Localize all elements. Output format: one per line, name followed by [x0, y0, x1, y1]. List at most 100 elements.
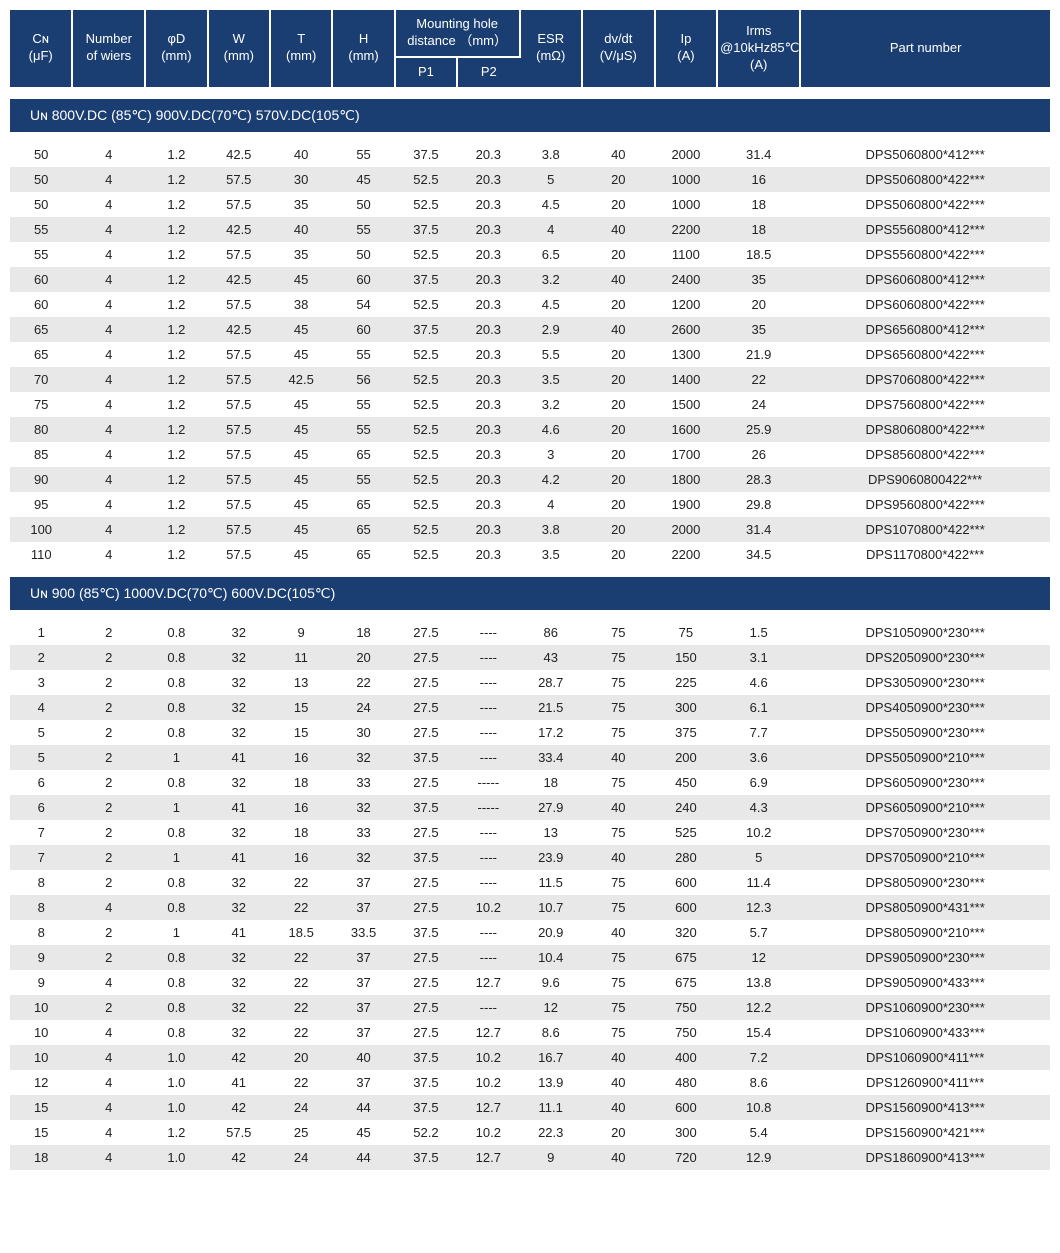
- table-cell: 38: [270, 292, 332, 317]
- table-cell: ----: [457, 920, 519, 945]
- table-cell: 12: [717, 945, 800, 970]
- table-cell: 1.2: [145, 392, 207, 417]
- table-row: 5041.257.5304552.520.3520100016DPS506080…: [10, 167, 1050, 192]
- table-cell: 450: [655, 770, 717, 795]
- table-cell: 18: [520, 770, 582, 795]
- table-cell: 4: [72, 192, 145, 217]
- table-cell: 20.3: [457, 292, 519, 317]
- table-cell: -----: [457, 795, 519, 820]
- table-cell: 1.0: [145, 1145, 207, 1170]
- table-cell: DPS8560800*422***: [800, 442, 1050, 467]
- table-cell: 20.3: [457, 367, 519, 392]
- table-cell: DPS5060800*422***: [800, 167, 1050, 192]
- table-cell: 37.5: [395, 142, 457, 167]
- table-cell: 42.5: [208, 217, 270, 242]
- table-cell: 10.2: [717, 820, 800, 845]
- table-cell: 1.0: [145, 1070, 207, 1095]
- table-cell: 37: [332, 995, 394, 1020]
- table-cell: 1.2: [145, 417, 207, 442]
- table-cell: 22: [270, 970, 332, 995]
- table-cell: 3.8: [520, 142, 582, 167]
- table-cell: 56: [332, 367, 394, 392]
- table-cell: 20.3: [457, 267, 519, 292]
- table-cell: 3: [10, 670, 72, 695]
- table-cell: 52.2: [395, 1120, 457, 1145]
- table-cell: 35: [717, 317, 800, 342]
- table-cell: 27.5: [395, 870, 457, 895]
- table-cell: 2.9: [520, 317, 582, 342]
- table-cell: 37.5: [395, 795, 457, 820]
- table-cell: 1: [145, 920, 207, 945]
- table-row: 940.832223727.512.79.67567513.8DPS905090…: [10, 970, 1050, 995]
- table-cell: 24: [332, 695, 394, 720]
- table-cell: 150: [655, 645, 717, 670]
- table-cell: 20.3: [457, 542, 519, 567]
- table-cell: 1.2: [145, 467, 207, 492]
- table-cell: 75: [582, 870, 655, 895]
- table-cell: 45: [332, 1120, 394, 1145]
- table-row: 1541.257.5254552.210.222.3203005.4DPS156…: [10, 1120, 1050, 1145]
- table-cell: 43: [520, 645, 582, 670]
- table-cell: 12.9: [717, 1145, 800, 1170]
- table-cell: 90: [10, 467, 72, 492]
- table-cell: 1.2: [145, 442, 207, 467]
- table-cell: 600: [655, 895, 717, 920]
- spec-table: Cɴ(μF) Numberof wiers φD(mm) W(mm) T(mm)…: [10, 10, 1050, 1170]
- table-cell: 85: [10, 442, 72, 467]
- table-cell: 40: [582, 920, 655, 945]
- table-row: 1041.042204037.510.216.7404007.2DPS10609…: [10, 1045, 1050, 1070]
- table-cell: 32: [208, 820, 270, 845]
- table-cell: DPS6060800*412***: [800, 267, 1050, 292]
- table-cell: 10.8: [717, 1095, 800, 1120]
- table-cell: DPS9050900*230***: [800, 945, 1050, 970]
- table-cell: DPS2050900*230***: [800, 645, 1050, 670]
- table-cell: 45: [270, 392, 332, 417]
- table-cell: 20: [582, 442, 655, 467]
- col-mount-group: Mounting hole distance （mm）: [395, 10, 520, 57]
- table-cell: 65: [332, 442, 394, 467]
- table-cell: 22: [270, 1020, 332, 1045]
- table-cell: 57.5: [208, 442, 270, 467]
- table-cell: 31.4: [717, 142, 800, 167]
- table-cell: 40: [582, 845, 655, 870]
- table-cell: 52.5: [395, 417, 457, 442]
- table-cell: 0.8: [145, 645, 207, 670]
- table-cell: 57.5: [208, 542, 270, 567]
- table-cell: 18: [270, 770, 332, 795]
- table-cell: 80: [10, 417, 72, 442]
- table-cell: 1.2: [145, 267, 207, 292]
- table-cell: 52.5: [395, 367, 457, 392]
- table-cell: DPS8050900*431***: [800, 895, 1050, 920]
- table-cell: 40: [582, 1045, 655, 1070]
- col-p2: P2: [457, 57, 519, 88]
- table-cell: 52.5: [395, 192, 457, 217]
- table-cell: 1: [10, 620, 72, 645]
- table-row: 1841.042244437.512.794072012.9DPS1860900…: [10, 1145, 1050, 1170]
- table-cell: 32: [208, 695, 270, 720]
- table-cell: 3.1: [717, 645, 800, 670]
- table-cell: 13: [520, 820, 582, 845]
- table-cell: 5: [10, 745, 72, 770]
- table-cell: 24: [717, 392, 800, 417]
- table-cell: DPS8050900*230***: [800, 870, 1050, 895]
- table-cell: 37: [332, 970, 394, 995]
- table-row: 8541.257.5456552.520.3320170026DPS856080…: [10, 442, 1050, 467]
- table-cell: 27.5: [395, 820, 457, 845]
- table-cell: 20: [582, 367, 655, 392]
- table-cell: DPS9060800422***: [800, 467, 1050, 492]
- table-cell: 20.3: [457, 142, 519, 167]
- table-cell: 0.8: [145, 695, 207, 720]
- table-cell: 52.5: [395, 392, 457, 417]
- table-cell: 45: [270, 542, 332, 567]
- table-cell: DPS7060800*422***: [800, 367, 1050, 392]
- table-cell: 5: [717, 845, 800, 870]
- table-cell: 750: [655, 995, 717, 1020]
- table-cell: 55: [332, 342, 394, 367]
- table-cell: 37.5: [395, 920, 457, 945]
- table-cell: DPS5050900*230***: [800, 720, 1050, 745]
- table-cell: 33.5: [332, 920, 394, 945]
- table-cell: 22: [270, 945, 332, 970]
- table-row: 220.832112027.5----43751503.1DPS2050900*…: [10, 645, 1050, 670]
- table-cell: 52.5: [395, 542, 457, 567]
- table-cell: 4.5: [520, 192, 582, 217]
